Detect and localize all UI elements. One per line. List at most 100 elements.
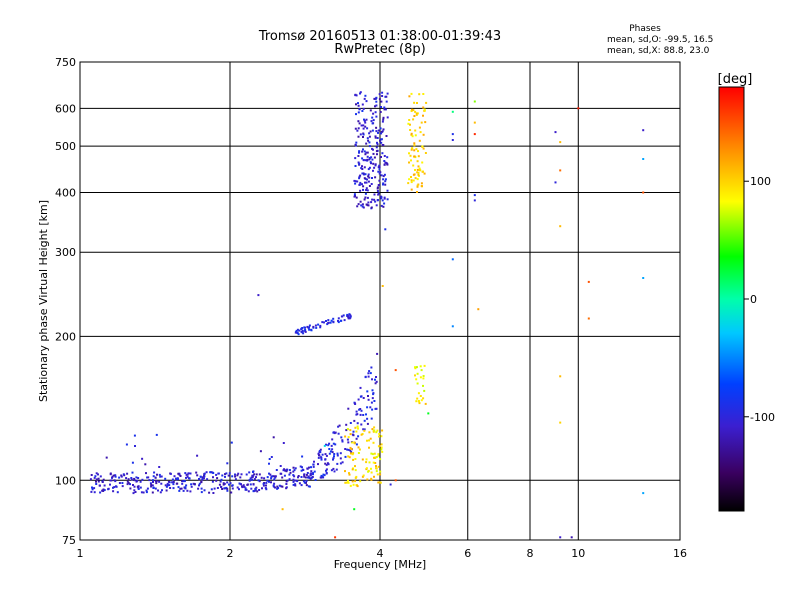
data-point [377, 481, 380, 484]
data-point [198, 478, 200, 480]
data-point [365, 413, 367, 416]
data-point [379, 127, 382, 130]
data-point [370, 478, 373, 481]
data-point [172, 481, 175, 483]
data-point [292, 480, 295, 483]
data-point [349, 433, 352, 436]
data-point [325, 454, 328, 457]
data-point [354, 458, 357, 460]
data-point [203, 472, 206, 475]
phase-info-o-mode: mean, sd,O: -99.5, 16.5 [607, 35, 713, 45]
data-point [371, 428, 374, 431]
data-point [418, 126, 421, 129]
phase-info-x-mode: mean, sd,X: 88.8, 23.0 [607, 46, 710, 56]
data-point [142, 491, 145, 494]
data-point [324, 453, 327, 456]
data-point [354, 182, 357, 185]
data-point [368, 461, 371, 464]
data-point [363, 419, 366, 422]
data-point [366, 196, 369, 199]
data-point [147, 476, 150, 479]
data-point [109, 483, 111, 486]
data-point [180, 487, 183, 490]
data-point [337, 317, 340, 320]
data-point [317, 463, 319, 466]
data-point [362, 206, 365, 209]
data-point [259, 450, 262, 453]
data-point [282, 442, 285, 444]
data-point [355, 141, 358, 144]
x-tick-label: 10 [571, 547, 585, 560]
data-point [352, 483, 355, 486]
data-point [352, 458, 355, 461]
x-axis-label: Frequency [MHz] [334, 558, 426, 571]
data-point [359, 181, 362, 184]
data-point [355, 475, 358, 478]
data-point [416, 184, 419, 187]
data-point [417, 165, 420, 168]
data-point [280, 485, 283, 488]
data-point [141, 478, 144, 481]
data-point [320, 456, 323, 459]
data-point [367, 168, 370, 171]
data-point [554, 131, 557, 134]
data-point [363, 429, 366, 432]
data-point [228, 472, 231, 475]
data-point [364, 196, 367, 199]
data-point [378, 179, 381, 182]
data-point [293, 475, 296, 478]
data-point [114, 474, 117, 477]
data-point [370, 120, 373, 123]
data-point [203, 477, 205, 480]
data-point [283, 468, 286, 471]
data-point [158, 480, 161, 483]
data-point [339, 452, 342, 455]
data-point [420, 182, 423, 185]
data-point [220, 485, 223, 488]
data-point [358, 122, 361, 125]
data-point [420, 369, 423, 372]
data-point [384, 178, 387, 181]
data-point [134, 491, 137, 493]
data-point [236, 474, 239, 477]
data-point [183, 480, 186, 483]
data-point [155, 482, 158, 485]
data-point [415, 366, 418, 369]
data-point [414, 366, 416, 369]
data-point [305, 473, 308, 476]
data-point [367, 204, 370, 207]
data-point [103, 484, 106, 487]
data-point [369, 437, 372, 440]
data-point [381, 120, 384, 123]
data-point [297, 333, 300, 336]
data-point [360, 204, 363, 207]
data-point [386, 163, 389, 166]
data-point [105, 456, 108, 459]
data-point [379, 481, 382, 484]
data-point [451, 258, 454, 261]
data-point [366, 478, 369, 481]
data-point [378, 168, 381, 171]
data-point [357, 398, 360, 401]
data-point [137, 477, 140, 479]
data-point [262, 484, 265, 487]
data-point [310, 328, 313, 331]
data-point [146, 487, 149, 490]
data-point [159, 475, 162, 478]
data-point [357, 203, 360, 206]
data-point [378, 432, 381, 435]
data-point [375, 126, 378, 129]
data-point [384, 161, 387, 164]
data-point [330, 469, 333, 472]
data-point [308, 485, 311, 488]
data-point [374, 163, 377, 166]
data-point [258, 489, 261, 491]
data-point [361, 165, 363, 168]
data-point [414, 129, 417, 132]
data-point [91, 488, 94, 491]
data-point [350, 451, 353, 453]
data-point [337, 321, 340, 324]
data-point [309, 473, 312, 476]
data-point [329, 450, 332, 453]
data-point [377, 184, 380, 187]
